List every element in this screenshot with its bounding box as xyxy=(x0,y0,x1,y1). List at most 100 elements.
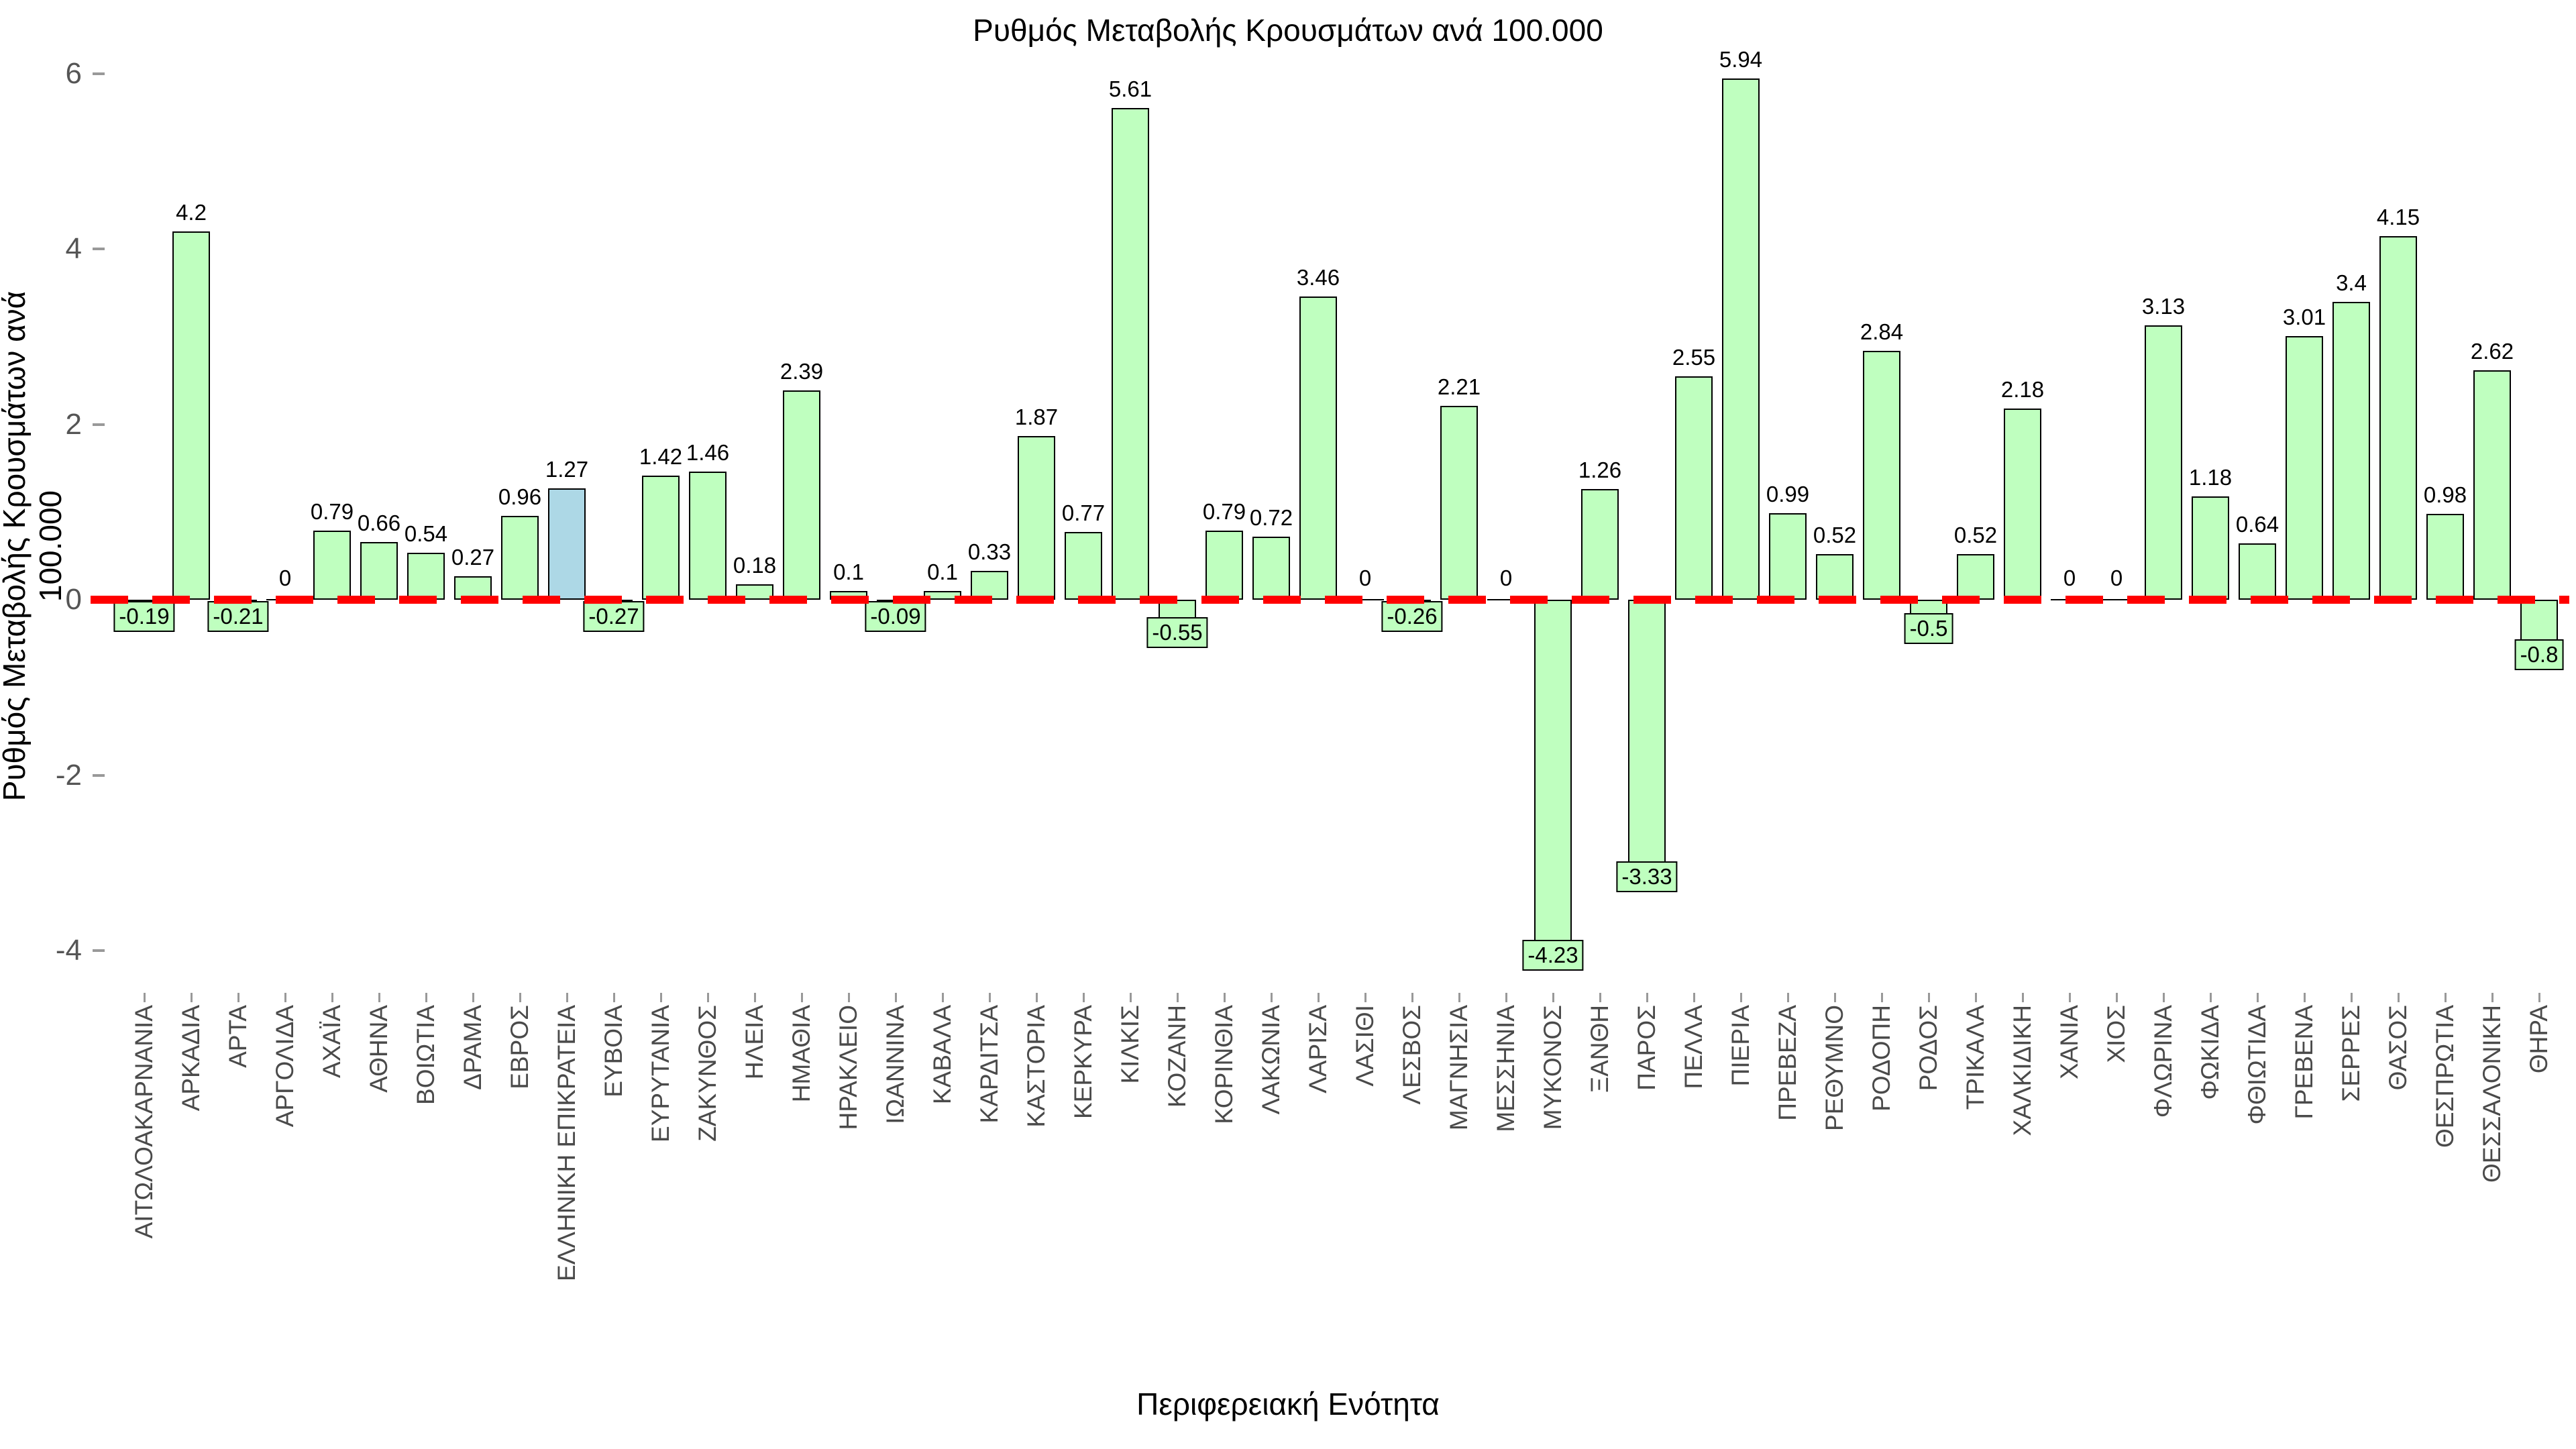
x-tick-mark xyxy=(519,993,521,1002)
category-label: ΠΡΕΒΕΖΑ xyxy=(1774,1005,1801,1121)
bar-value-label: 0 xyxy=(1499,566,1513,591)
category-label: ΕΒΡΟΣ xyxy=(506,1005,533,1089)
category-label: ΡΟΔΟΠΗ xyxy=(1868,1005,1895,1112)
bar-value-label: 0.27 xyxy=(451,544,495,570)
x-tick-mark xyxy=(1411,993,1413,1002)
category-label: ΑΡΚΑΔΙΑ xyxy=(177,1005,205,1112)
bar xyxy=(548,488,586,600)
bar-value-label: 2.84 xyxy=(1860,319,1904,344)
category-label: ΑΡΤΑ xyxy=(224,1005,252,1068)
x-tick-mark xyxy=(1270,993,1273,1002)
zero-dashed-line xyxy=(91,596,2569,604)
x-tick-mark xyxy=(2162,993,2165,1002)
bar-value-label: -0.55 xyxy=(1146,617,1208,649)
category-label: ΦΩΚΙΔΑ xyxy=(2196,1005,2224,1100)
category-label: ΒΟΙΩΤΙΑ xyxy=(412,1005,439,1105)
y-tick-mark xyxy=(93,423,105,426)
category-label: ΚΕΡΚΥΡΑ xyxy=(1069,1005,1097,1120)
x-tick-mark xyxy=(2444,993,2447,1002)
x-tick-mark xyxy=(2068,993,2071,1002)
bar-value-label: 0.52 xyxy=(1953,523,1998,548)
category-label: ΗΜΑΘΙΑ xyxy=(788,1005,815,1103)
category-label: ΚΑΡΔΙΤΣΑ xyxy=(975,1005,1003,1124)
bar-value-label: 3.13 xyxy=(2141,293,2186,319)
category-label: ΧΑΛΚΙΔΙΚΗ xyxy=(2008,1005,2036,1136)
y-tick-mark xyxy=(93,248,105,251)
bar-value-label: -3.33 xyxy=(1616,861,1678,892)
category-label: ΜΑΓΝΗΣΙΑ xyxy=(1445,1005,1472,1131)
bar xyxy=(1440,406,1478,600)
category-label: ΘΕΣΠΡΩΤΙΑ xyxy=(2431,1005,2459,1148)
bar xyxy=(2239,543,2276,600)
bar-value-label: 4.15 xyxy=(2376,204,2420,229)
category-label: ΚΑΣΤΟΡΙΑ xyxy=(1022,1005,1050,1128)
category-label: ΧΙΟΣ xyxy=(2102,1005,2130,1063)
bar xyxy=(1863,350,1900,600)
bar xyxy=(1205,530,1243,600)
y-tick-label: -2 xyxy=(55,758,82,792)
x-tick-mark xyxy=(284,993,286,1002)
x-tick-mark xyxy=(659,993,662,1002)
bar xyxy=(2379,235,2417,600)
category-label: ΡΟΔΟΣ xyxy=(1915,1005,1942,1091)
bar xyxy=(1534,600,1572,971)
bar xyxy=(360,541,398,600)
bar-value-label: 3.4 xyxy=(2336,270,2367,295)
x-tick-mark xyxy=(1552,993,1554,1002)
bar-value-label: 5.61 xyxy=(1108,76,1152,101)
x-tick-mark xyxy=(1505,993,1507,1002)
x-tick-mark xyxy=(800,993,803,1002)
category-label: ΚΑΒΑΛΑ xyxy=(928,1005,956,1105)
x-tick-mark xyxy=(1364,993,1366,1002)
bar-value-label: 1.42 xyxy=(639,443,683,469)
bar-value-label: -0.27 xyxy=(583,601,645,633)
x-tick-mark xyxy=(1739,993,1742,1002)
x-tick-mark xyxy=(143,993,146,1002)
category-label: ΠΕΛΛΑ xyxy=(1680,1005,1707,1089)
x-tick-mark xyxy=(988,993,991,1002)
x-tick-mark xyxy=(2303,993,2306,1002)
bar xyxy=(1065,532,1102,600)
x-tick-mark xyxy=(1927,993,1930,1002)
category-label: ΣΕΡΡΕΣ xyxy=(2337,1005,2365,1102)
bar xyxy=(1628,600,1666,892)
bar-value-label: 0.72 xyxy=(1249,505,1293,531)
category-label: ΤΡΙΚΑΛΑ xyxy=(1962,1005,1989,1110)
category-label: ΚΟΖΑΝΗ xyxy=(1163,1005,1191,1108)
category-label: ΛΑΡΙΣΑ xyxy=(1304,1005,1332,1093)
bar-value-label: -0.5 xyxy=(1904,612,1953,644)
bar-value-label: 0.18 xyxy=(733,552,777,578)
x-tick-mark xyxy=(2256,993,2259,1002)
bar-value-label: 3.01 xyxy=(2282,304,2326,329)
x-tick-mark xyxy=(2209,993,2212,1002)
category-label: ΕΛΛΗΝΙΚΗ ΕΠΙΚΡΑΤΕΙΑ xyxy=(553,1005,580,1281)
bar-value-label: 1.26 xyxy=(1578,458,1622,483)
bar xyxy=(2145,325,2182,600)
y-tick-mark xyxy=(93,949,105,953)
chart-title: Ρυθμός Μεταβολής Κρουσμάτων ανά 100.000 xyxy=(973,13,1603,48)
bar xyxy=(1581,489,1619,600)
bar-value-label: 2.18 xyxy=(2000,377,2045,402)
bar-value-label: 0.66 xyxy=(357,510,401,535)
x-tick-mark xyxy=(425,993,427,1002)
bar-value-label: -0.8 xyxy=(2514,639,2564,670)
bar-value-label: -0.26 xyxy=(1381,601,1443,633)
x-tick-mark xyxy=(1129,993,1132,1002)
x-tick-mark xyxy=(1974,993,1977,1002)
bar-value-label: 0 xyxy=(1358,566,1372,591)
category-label: ΘΗΡΑ xyxy=(2525,1005,2553,1074)
x-tick-mark xyxy=(847,993,850,1002)
category-label: ΕΥΒΟΙΑ xyxy=(600,1005,627,1097)
bar xyxy=(2286,335,2323,600)
bar xyxy=(1722,78,1760,600)
x-tick-mark xyxy=(1646,993,1648,1002)
category-label: ΑΡΓΟΛΙΔΑ xyxy=(271,1005,299,1128)
bar-value-label: 0.33 xyxy=(967,539,1012,565)
x-tick-mark xyxy=(2397,993,2400,1002)
bar-value-label: 1.27 xyxy=(545,457,589,482)
bar-value-label: 2.55 xyxy=(1672,344,1716,370)
category-label: ΜΕΣΣΗΝΙΑ xyxy=(1492,1005,1519,1132)
bar xyxy=(172,231,210,600)
category-label: ΓΡΕΒΕΝΑ xyxy=(2290,1005,2318,1120)
